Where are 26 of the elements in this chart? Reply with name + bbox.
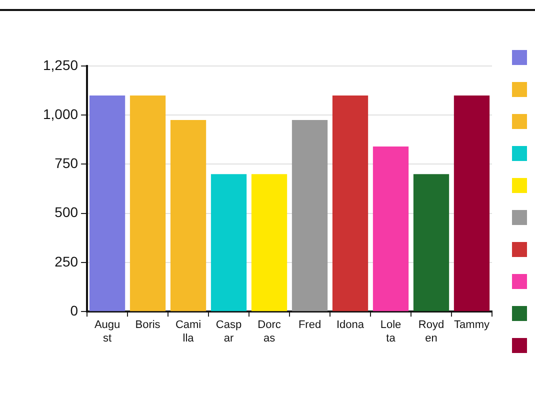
x-tick-label: Idona [336,319,365,332]
bar [210,174,247,312]
y-tick-label: 500 [54,204,78,220]
y-tick-label: 1,000 [42,106,78,122]
bar [413,174,450,312]
bar [454,95,490,312]
x-tick-label: Camilla [175,319,202,344]
bar [292,120,328,312]
x-tick-label: Boris [135,319,161,332]
x-tick-label: August [94,319,120,344]
y-tick-label: 0 [70,302,78,318]
y-tick-label: 1,250 [42,56,78,73]
x-tick-label: Caspar [216,319,242,344]
bar [130,95,166,312]
bar [89,95,126,312]
x-tick-label: Loleta [380,319,402,344]
x-tick-label: Fred [298,319,322,332]
x-tick-label: Dorcas [258,319,282,344]
bar [170,120,206,312]
x-tick-label: Royden [418,319,444,344]
x-tick-label: Tammy [454,319,490,332]
bar [332,95,368,312]
bar [372,146,409,312]
y-tick-label: 750 [54,155,78,172]
bar [251,174,288,312]
y-tick-label: 250 [54,253,78,270]
